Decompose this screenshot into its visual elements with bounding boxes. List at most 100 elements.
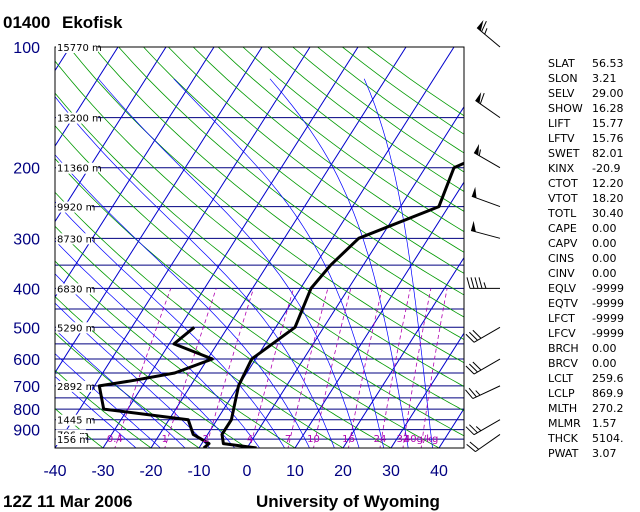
wind-barb-flag — [465, 389, 474, 399]
dry-adiabat-line — [55, 408, 104, 448]
mixing-ratio-line — [287, 288, 329, 448]
stat-value: -9999 — [592, 297, 624, 310]
stat-row: LFCT -9999 — [548, 311, 637, 326]
wind-barb — [473, 144, 501, 169]
dry-adiabat-line — [55, 260, 296, 448]
moist-adiabat-line — [55, 96, 335, 448]
wind-barb-flag — [466, 277, 471, 289]
stat-row: LFCV -9999 — [548, 326, 637, 341]
wind-barb-flag — [472, 361, 482, 371]
isotherm-line — [55, 47, 263, 374]
wind-barb-staff — [473, 326, 501, 343]
stat-row: SLON 3.21 — [548, 71, 637, 86]
stat-key: LCLP — [548, 387, 575, 400]
stat-row: SHOW 16.28 — [548, 101, 637, 116]
moist-adiabat-line — [55, 353, 161, 448]
dry-adiabat-line — [55, 332, 200, 448]
stat-key: SLON — [548, 72, 578, 85]
sounding-time: 12Z 11 Mar 2006 — [3, 492, 132, 511]
mixing-ratio-line — [249, 288, 294, 448]
height-label-bg — [56, 380, 92, 392]
wind-barb-flag — [470, 277, 475, 289]
source-credit: University of Wyoming — [256, 492, 440, 511]
wind-barb — [471, 186, 501, 208]
pressure-tick-label: 800 — [13, 402, 40, 419]
isotherm-line — [390, 332, 464, 448]
height-label-bg — [56, 112, 98, 124]
isotherm-line — [294, 181, 464, 448]
temperature-tick-label: 20 — [334, 463, 352, 480]
height-label-bg — [56, 283, 92, 295]
stat-key: LFTV — [548, 132, 575, 145]
temperature-tick-label: 40 — [430, 463, 448, 480]
stat-row: SWET 82.01 — [548, 146, 637, 161]
wind-barb-pennant — [471, 186, 477, 199]
dry-adiabat-line — [55, 158, 440, 448]
pressure-tick-label: 200 — [13, 161, 40, 178]
stat-row: CINV 0.00 — [548, 266, 637, 281]
dry-adiabat-line — [55, 225, 344, 448]
height-label: 2892 m — [57, 382, 95, 393]
stat-row: TOTL 30.40 — [548, 206, 637, 221]
wind-barb-flag — [469, 424, 478, 434]
mixing-ratio-label: 1 — [162, 434, 168, 445]
stat-row: EQLV -9999 — [548, 281, 637, 296]
stat-row: MLMR 1.57 — [548, 416, 637, 431]
height-label-bg — [56, 322, 92, 334]
moist-adiabat-line — [173, 78, 385, 448]
stat-value: 0.00 — [592, 342, 617, 355]
wind-barb-flag — [481, 21, 487, 32]
stat-row: LCLP 869.9 — [548, 386, 637, 401]
dry-adiabat-line — [55, 125, 464, 437]
stat-value: 18.20 — [592, 192, 624, 205]
wind-barb — [476, 20, 501, 48]
mixing-ratio-label: 40g/kg — [404, 434, 439, 445]
stat-key: MLTH — [548, 402, 578, 415]
wind-barb-half-flag — [475, 390, 481, 396]
dry-adiabat-line — [93, 47, 464, 341]
wind-barb — [465, 385, 501, 400]
wind-barb-flag — [478, 277, 483, 289]
isotherm-line — [246, 105, 464, 448]
temperature-tick-label: -20 — [139, 463, 162, 480]
stat-value: 56.53 — [592, 57, 624, 70]
stat-key: CTOT — [548, 177, 578, 190]
moist-adiabat-line — [363, 78, 433, 448]
wind-barb-staff — [470, 230, 501, 239]
stat-row: SLAT 56.53 — [548, 56, 637, 71]
dry-adiabat-line — [167, 47, 464, 274]
stat-row: LFTV 15.76 — [548, 131, 637, 146]
stat-row: KINX -20.9 — [548, 161, 637, 176]
stat-value: -9999 — [592, 282, 624, 295]
stat-row: MLTH 270.2 — [548, 401, 637, 416]
wind-barb-staff — [471, 195, 501, 208]
temperature-tick-label: 0 — [243, 463, 252, 480]
height-label: 11360 m — [57, 164, 102, 175]
moist-adiabat-line — [55, 273, 236, 448]
stat-value: 12.20 — [592, 177, 624, 190]
dry-adiabat-line — [217, 47, 464, 233]
isotherm-line — [342, 256, 464, 448]
mixing-ratio-label: 16 — [342, 434, 355, 445]
isotherm-line — [55, 47, 119, 148]
height-label-bg — [56, 414, 92, 426]
height-label: 5290 m — [57, 323, 95, 334]
stat-row: EQTV -9999 — [548, 296, 637, 311]
stat-value: 0.00 — [592, 357, 617, 370]
dry-adiabat-line — [68, 47, 464, 364]
stat-key: THCK — [548, 432, 578, 445]
stat-row: CINS 0.00 — [548, 251, 637, 266]
wind-barb-flag — [468, 387, 477, 398]
stat-row: CAPV 0.00 — [548, 236, 637, 251]
wind-barb-half-flag — [475, 426, 482, 432]
wind-barb-pennant — [477, 20, 484, 31]
wind-barb-flag — [465, 426, 475, 436]
height-label: 1445 m — [57, 416, 95, 427]
mixing-ratio-line — [313, 288, 352, 448]
wind-barb-flag — [465, 365, 475, 375]
dewpoint-profile — [97, 326, 214, 448]
wind-barb — [465, 358, 501, 375]
height-label-bg — [56, 42, 98, 53]
wind-barb-staff — [476, 27, 501, 48]
